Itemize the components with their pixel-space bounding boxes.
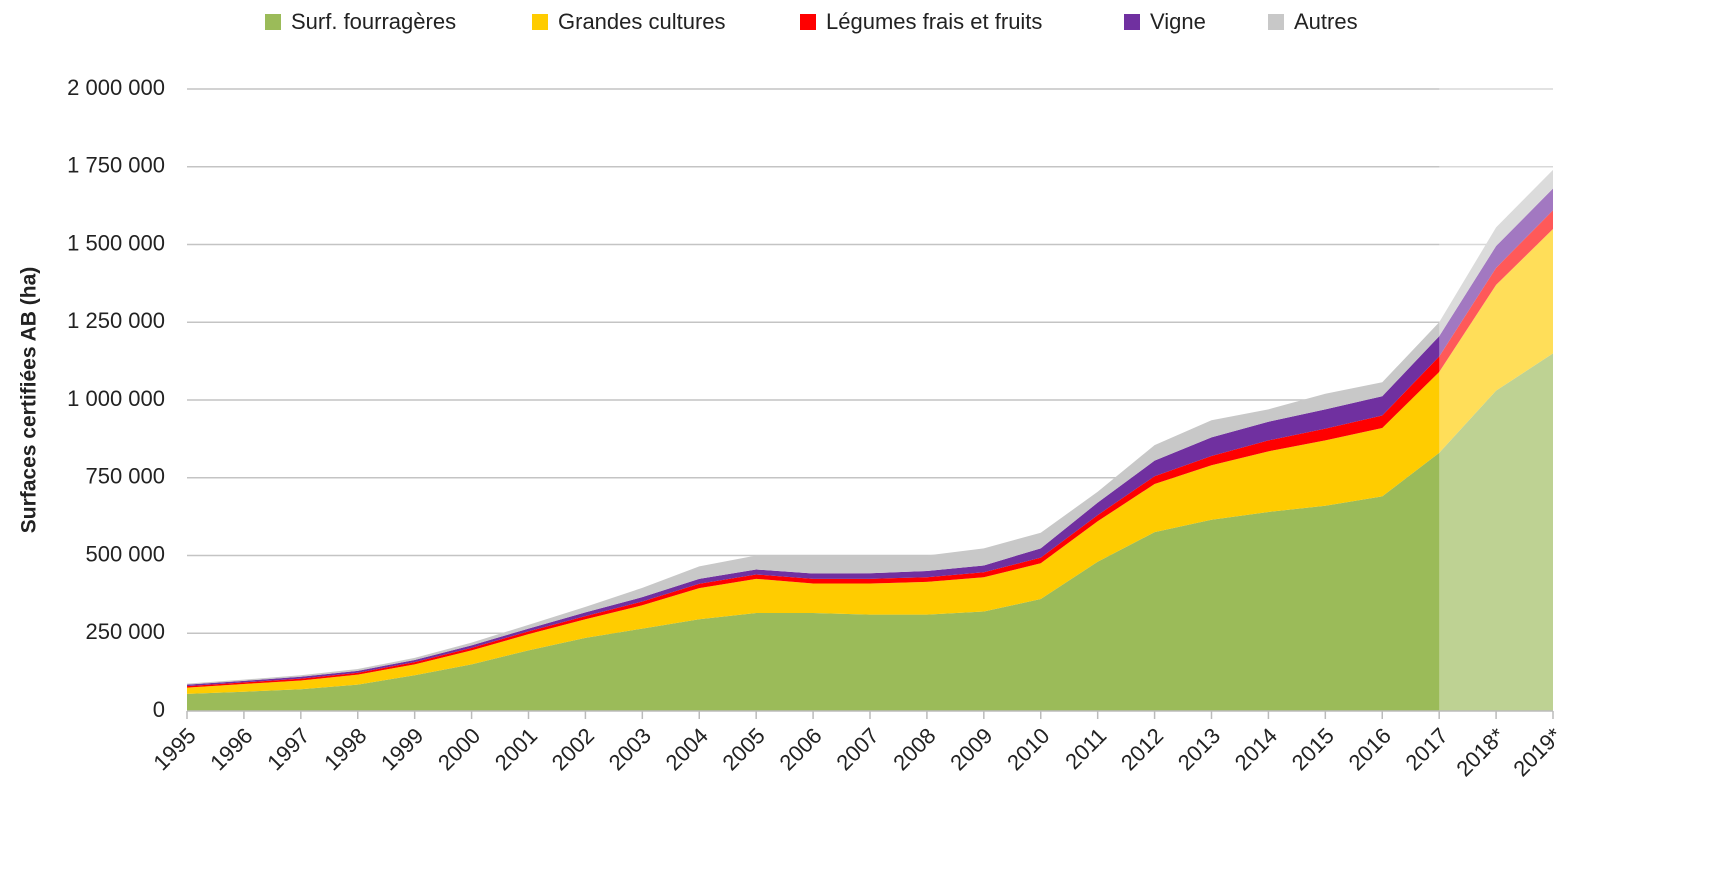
legend-label: Autres — [1294, 9, 1358, 34]
x-tick-label: 2006 — [774, 723, 826, 775]
x-tick-label: 2001 — [490, 723, 542, 775]
legend-swatch — [1268, 14, 1284, 30]
x-tick-label: 1999 — [376, 723, 428, 775]
legend-label: Vigne — [1150, 9, 1206, 34]
x-tick-label: 2005 — [718, 723, 770, 775]
y-tick-label: 500 000 — [85, 541, 165, 566]
x-tick-label: 2016 — [1344, 723, 1396, 775]
y-tick-label: 1 750 000 — [67, 153, 165, 178]
x-tick-label: 1998 — [319, 723, 371, 775]
y-tick-label: 1 000 000 — [67, 386, 165, 411]
legend-swatch — [800, 14, 816, 30]
legend-label: Surf. fourragères — [291, 9, 456, 34]
x-tick-label: 2017 — [1401, 723, 1453, 775]
legend-label: Légumes frais et fruits — [826, 9, 1042, 34]
x-tick-label: 2007 — [831, 723, 883, 775]
x-tick-label: 2014 — [1230, 723, 1282, 775]
x-tick-label: 2002 — [547, 723, 599, 775]
x-tick-label: 2009 — [945, 723, 997, 775]
x-tick-label: 2004 — [661, 723, 713, 775]
area — [187, 188, 1553, 687]
legend-swatch — [265, 14, 281, 30]
x-tick-label: 2008 — [888, 723, 940, 775]
y-axis-label: Surfaces certifiées AB (ha) — [18, 267, 41, 534]
projection-shade — [1439, 84, 1553, 711]
area — [187, 210, 1553, 688]
x-tick-label: 2012 — [1116, 723, 1168, 775]
legend-swatch — [1124, 14, 1140, 30]
y-tick-label: 250 000 — [85, 619, 165, 644]
x-tick-label: 2018* — [1451, 723, 1510, 782]
x-tick-label: 1997 — [262, 723, 314, 775]
area — [187, 353, 1553, 711]
y-tick-label: 1 250 000 — [67, 308, 165, 333]
area — [187, 228, 1553, 694]
x-tick-label: 2019* — [1508, 723, 1567, 782]
legend-swatch — [532, 14, 548, 30]
x-tick-label: 2003 — [604, 723, 656, 775]
x-tick-label: 2000 — [433, 723, 485, 775]
y-tick-label: 750 000 — [85, 464, 165, 489]
x-tick-label: 2015 — [1287, 723, 1339, 775]
x-tick-label: 2013 — [1173, 723, 1225, 775]
y-tick-label: 2 000 000 — [67, 75, 165, 100]
y-tick-label: 0 — [153, 697, 165, 722]
x-tick-label: 2011 — [1060, 723, 1111, 774]
legend-label: Grandes cultures — [558, 9, 726, 34]
y-tick-label: 1 500 000 — [67, 230, 165, 255]
x-tick-label: 1995 — [148, 723, 200, 775]
x-tick-label: 2010 — [1002, 723, 1054, 775]
x-tick-label: 1996 — [205, 723, 257, 775]
